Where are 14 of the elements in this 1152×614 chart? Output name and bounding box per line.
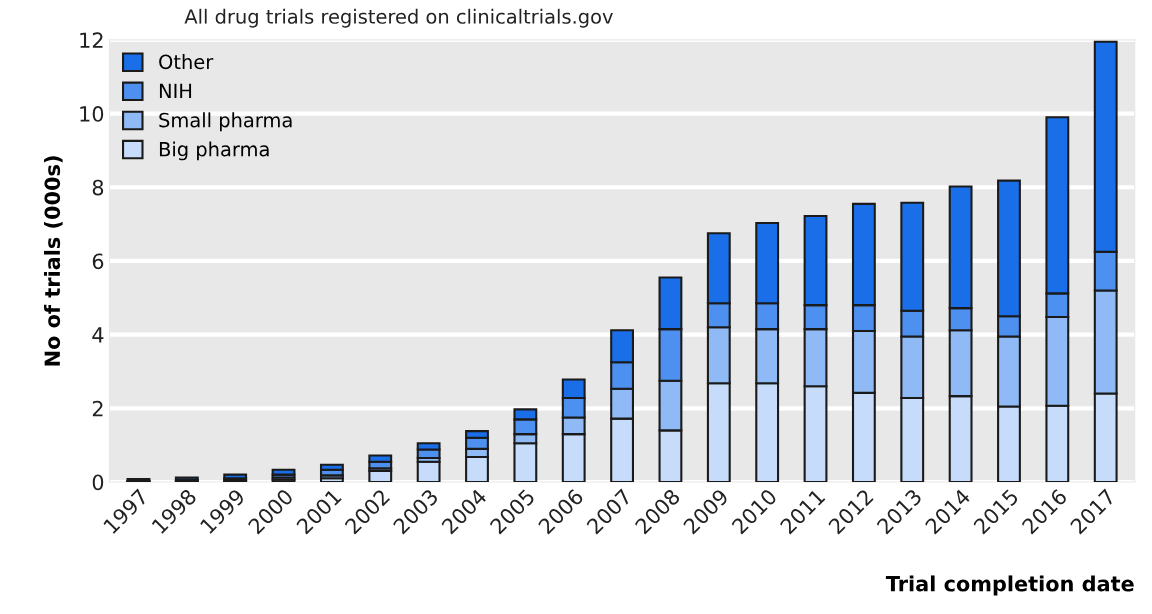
legend-label: Other [159,54,214,70]
y-tick-label: 6 [92,253,104,270]
y-axis-title: No of trials (000s) [44,156,63,366]
x-axis-title: Trial completion date [885,575,1134,596]
y-tick-label: 4 [92,327,104,343]
y-tick-label: 12 [80,32,103,48]
legend-label: NIH [159,83,192,99]
y-tick-label: 0 [92,474,104,491]
legend-label: Small pharma [159,112,292,132]
legend-label: Big pharma [159,141,269,161]
y-tick-label: 10 [80,106,104,122]
y-tick-label: 2 [92,400,103,417]
chart-title: All drug trials registered on clinicaltrials.gov [184,8,613,28]
y-tick-label: 8 [92,179,104,196]
